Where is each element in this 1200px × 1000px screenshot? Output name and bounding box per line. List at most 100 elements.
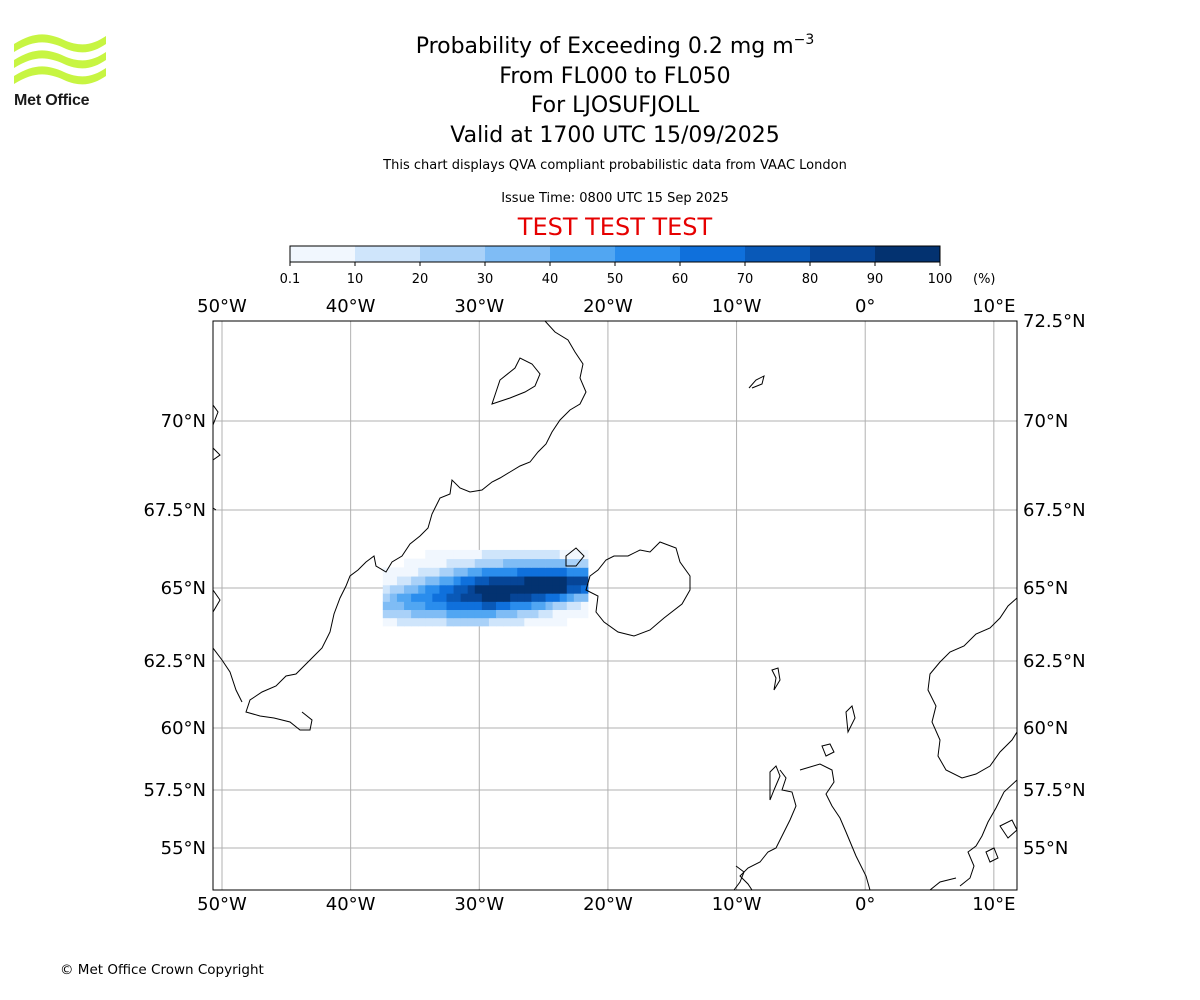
plume-cell xyxy=(453,584,462,594)
plume-cell xyxy=(446,558,454,568)
plume-cell xyxy=(573,584,582,594)
plume-cell xyxy=(432,601,440,611)
longitude-label-bottom: 30°W xyxy=(454,894,504,915)
plume-cell xyxy=(411,584,419,594)
plume-cell xyxy=(559,549,568,560)
latitude-label-left: 65°N xyxy=(161,578,206,599)
plume-cell xyxy=(524,567,532,577)
plume-cell xyxy=(439,549,447,560)
plume-cell xyxy=(481,549,490,560)
plume-cell xyxy=(517,576,525,586)
latitude-label-right: 67.5°N xyxy=(1023,500,1086,521)
plume-cell xyxy=(496,609,504,619)
longitude-label-bottom: 0° xyxy=(855,894,875,915)
plume-cell xyxy=(517,558,525,568)
plume-cell xyxy=(559,576,568,586)
plume-cell xyxy=(496,584,504,594)
plume-cell xyxy=(389,584,398,594)
plume-cell xyxy=(446,617,454,627)
plume-cell xyxy=(538,584,546,594)
plume-cell xyxy=(453,601,462,611)
longitude-label-bottom: 20°W xyxy=(583,894,633,915)
longitude-label-top: 20°W xyxy=(583,296,633,317)
longitude-label-bottom: 50°W xyxy=(197,894,247,915)
coastline-iceland xyxy=(585,541,691,637)
plume-cell xyxy=(432,549,440,560)
latitude-label-left: 55°N xyxy=(161,838,206,859)
coastline-faroe xyxy=(771,667,781,691)
plume-cell xyxy=(460,609,469,619)
plume-cell xyxy=(389,617,398,627)
plume-cell xyxy=(481,617,490,627)
colorbar-unit: (%) xyxy=(973,272,996,287)
longitude-label-top: 10°E xyxy=(972,296,1015,317)
plume-cell xyxy=(474,601,483,611)
plume-cell xyxy=(425,617,433,627)
copyright-footer: © Met Office Crown Copyright xyxy=(60,962,264,978)
plume-cell xyxy=(488,567,497,577)
ash-probability-plume xyxy=(382,549,589,627)
plume-cell xyxy=(439,576,447,586)
latitude-label-right: 60°N xyxy=(1023,718,1068,739)
plume-cell xyxy=(467,609,476,619)
plume-cell xyxy=(467,601,476,611)
plume-cell xyxy=(411,558,419,568)
plume-cell xyxy=(474,593,483,602)
plume-cell xyxy=(453,593,462,602)
plume-cell xyxy=(425,576,433,586)
plume-cell xyxy=(531,584,539,594)
plume-cell xyxy=(425,593,433,602)
plume-cell xyxy=(531,549,539,560)
plume-cell xyxy=(573,609,582,619)
plume-cell xyxy=(404,609,412,619)
plume-cell xyxy=(467,617,476,627)
plume-cell xyxy=(460,617,469,627)
plume-cell xyxy=(531,558,539,568)
colorbar-tick-label: 30 xyxy=(477,272,494,287)
plume-cell xyxy=(446,593,454,602)
plume-cell xyxy=(396,609,405,619)
plume-cell xyxy=(538,558,546,568)
plume-cell xyxy=(439,558,447,568)
coastline-ireland xyxy=(733,865,745,890)
plume-cell xyxy=(503,617,511,627)
plume-cell xyxy=(580,576,589,586)
plume-cell xyxy=(538,617,546,627)
colorbar-tick-label: 90 xyxy=(867,272,884,287)
plume-cell xyxy=(517,567,525,577)
plume-cell xyxy=(503,576,511,586)
colorbar-segment xyxy=(420,246,486,262)
plume-cell xyxy=(389,601,398,611)
plume-cell xyxy=(573,549,582,560)
latitude-label-left: 60°N xyxy=(161,718,206,739)
test-banner: TEST TEST TEST xyxy=(517,213,713,241)
plume-cell xyxy=(396,567,405,577)
plume-cell xyxy=(382,593,391,602)
plume-cell xyxy=(404,567,412,577)
plume-cell xyxy=(404,601,412,611)
longitude-label-top: 50°W xyxy=(197,296,247,317)
plume-cell xyxy=(432,567,440,577)
plume-cell xyxy=(517,609,525,619)
plume-cell xyxy=(524,609,532,619)
coastline-jan-mayen xyxy=(748,375,765,389)
plume-cell xyxy=(404,593,412,602)
plume-cell xyxy=(446,584,454,594)
plume-cell xyxy=(580,558,589,568)
plume-cell xyxy=(425,558,433,568)
colorbar: 0.1 10 20 30 40 50 60 70 80 90 100 (%) xyxy=(280,245,996,287)
plume-cell xyxy=(538,593,546,602)
plume-cell xyxy=(474,558,483,568)
plume-cell xyxy=(396,593,405,602)
colorbar-segment xyxy=(680,246,746,262)
plume-cell xyxy=(411,567,419,577)
plume-cell xyxy=(474,584,483,594)
plume-cell xyxy=(496,601,504,611)
plume-cell xyxy=(467,584,476,594)
plume-cell xyxy=(510,576,518,586)
plume-cell xyxy=(580,593,589,602)
plume-cell xyxy=(510,601,518,611)
plume-cell xyxy=(503,601,511,611)
plume-cell xyxy=(566,576,575,586)
plume-cell xyxy=(531,593,539,602)
